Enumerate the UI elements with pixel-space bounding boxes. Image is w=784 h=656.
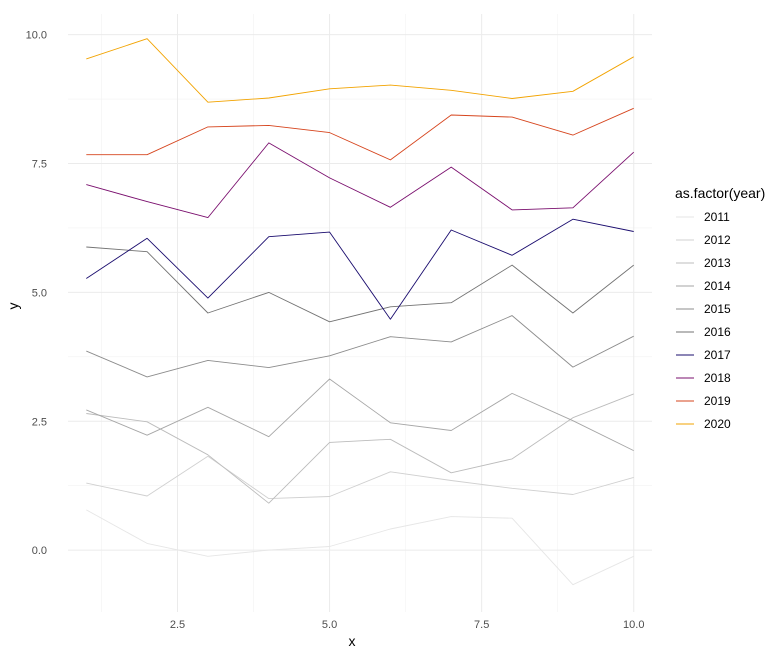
legend: as.factor(year) 2011 2012 2013 2014 2015 2016… — [675, 185, 765, 431]
legend-item-2011: 2011 — [676, 210, 730, 224]
legend-label: 2017 — [704, 348, 731, 362]
legend-item-2015: 2015 — [676, 302, 731, 316]
legend-label: 2016 — [704, 325, 731, 339]
x-tick-label: 7.5 — [474, 619, 489, 631]
y-tick-label: 0.0 — [32, 545, 47, 557]
series-line-2018 — [86, 142, 635, 219]
series-line-2019 — [86, 107, 634, 161]
series-line-2012 — [86, 455, 634, 500]
series-lines — [86, 38, 635, 586]
legend-label: 2014 — [704, 279, 731, 293]
grid — [68, 14, 652, 612]
series-line-2020 — [86, 38, 634, 103]
y-tick-label: 7.5 — [32, 159, 47, 171]
legend-label: 2012 — [704, 233, 731, 247]
legend-title: as.factor(year) — [675, 185, 765, 201]
legend-item-2013: 2013 — [676, 256, 731, 270]
series-line-2017 — [86, 218, 634, 320]
series-line-2016 — [86, 246, 634, 323]
y-tick-label: 2.5 — [32, 416, 47, 428]
series-line-2013 — [86, 393, 634, 504]
legend-item-2016: 2016 — [676, 325, 731, 339]
series-line-2011 — [86, 509, 634, 586]
legend-label: 2020 — [704, 417, 731, 431]
legend-item-2012: 2012 — [676, 233, 731, 247]
y-axis-title: y — [5, 303, 21, 310]
legend-item-2018: 2018 — [676, 371, 731, 385]
legend-item-2017: 2017 — [676, 348, 731, 362]
legend-label: 2013 — [704, 256, 731, 270]
legend-label: 2018 — [704, 371, 731, 385]
legend-item-2014: 2014 — [676, 279, 731, 293]
legend-label: 2019 — [704, 394, 731, 408]
x-tick-label: 5.0 — [322, 619, 337, 631]
legend-items: 2011 2012 2013 2014 2015 2016 2017 2018 2019 2020 — [676, 210, 731, 431]
y-axis-ticks: 0.0 2.5 5.0 7.5 10.0 — [26, 30, 47, 558]
y-tick-label: 5.0 — [32, 287, 47, 299]
x-tick-label: 10.0 — [623, 619, 644, 631]
y-tick-label: 10.0 — [26, 30, 47, 42]
series-line-2014 — [86, 378, 634, 452]
legend-item-2020: 2020 — [676, 417, 731, 431]
x-axis-title: x — [349, 633, 356, 649]
legend-item-2019: 2019 — [676, 394, 731, 408]
series-line-2015 — [86, 315, 634, 378]
legend-label: 2011 — [704, 210, 730, 224]
legend-label: 2015 — [704, 302, 731, 316]
x-tick-label: 2.5 — [170, 619, 185, 631]
x-axis-ticks: 2.5 5.0 7.5 10.0 — [170, 619, 645, 631]
